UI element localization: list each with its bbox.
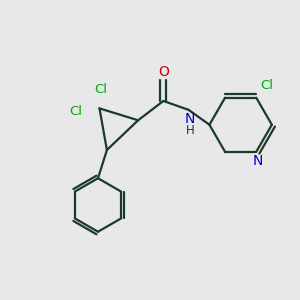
Text: Cl: Cl [69,105,82,118]
Text: H: H [186,124,194,136]
Text: Cl: Cl [260,79,273,92]
Text: N: N [185,112,195,126]
Text: Cl: Cl [94,83,107,97]
Text: N: N [253,154,263,168]
Text: O: O [158,65,169,79]
